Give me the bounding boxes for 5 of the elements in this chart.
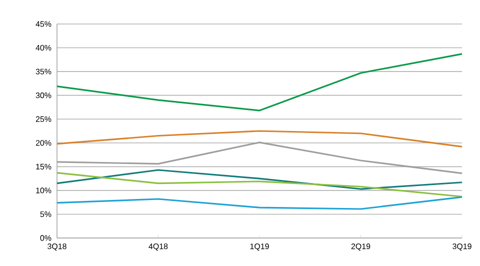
line-series bbox=[56, 196, 463, 210]
line-series bbox=[56, 172, 463, 198]
line-series bbox=[56, 53, 463, 112]
line-series bbox=[56, 130, 463, 148]
line-series bbox=[56, 169, 463, 190]
